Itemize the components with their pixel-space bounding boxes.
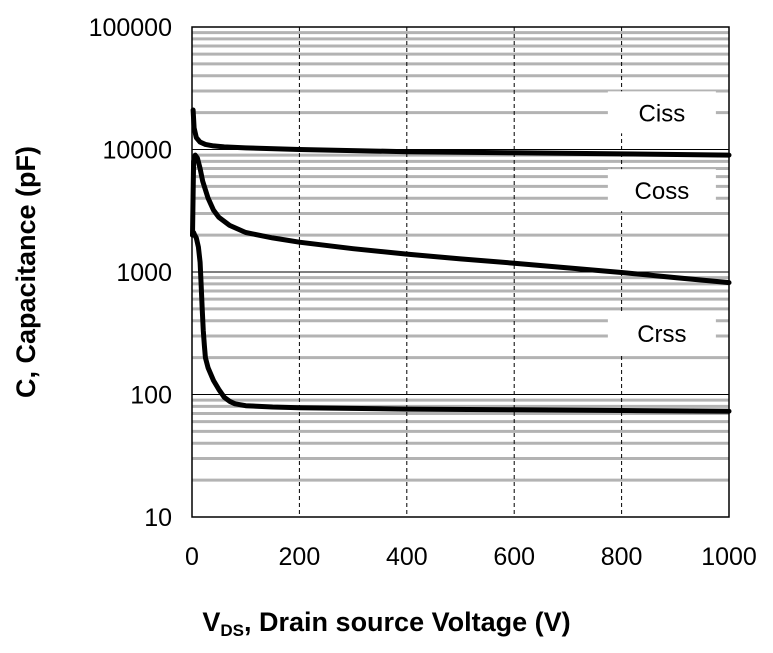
- plot-grid: [191, 26, 730, 518]
- y-tick-label: 100000: [89, 14, 172, 42]
- plot-frame: [191, 26, 730, 518]
- x-axis-title-main: V: [202, 606, 221, 637]
- series-line-coss: [190, 152, 732, 286]
- series-label-crss: Crss: [637, 321, 686, 348]
- x-axis-title-subscript: DS: [220, 620, 245, 640]
- x-tick-label: 800: [601, 543, 643, 571]
- x-axis-title: VDS, Drain source Voltage (V): [0, 607, 773, 641]
- y-tick-label: 100: [130, 382, 172, 410]
- x-tick-label: 1000: [701, 543, 757, 571]
- axis-ticks: 10 100 1000 10000 100000 0 200 400 600 800 1000: [89, 14, 757, 571]
- series-line-crss: [190, 230, 732, 414]
- x-tick-label: 400: [386, 543, 428, 571]
- series-label-coss: Coss: [635, 178, 690, 205]
- y-axis-title: C, Capacitance (pF): [11, 146, 41, 398]
- plot-annotations: Ciss Coss Crss: [607, 91, 716, 355]
- plot-series: [190, 107, 732, 414]
- y-tick-label: 10000: [102, 137, 172, 165]
- x-axis-title-rest: , Drain source Voltage (V): [244, 606, 571, 637]
- x-tick-label: 600: [493, 543, 535, 571]
- x-tick-label: 200: [279, 543, 321, 571]
- label-box-ciss: [607, 91, 716, 134]
- y-tick-label: 1000: [116, 259, 172, 287]
- label-box-crss: [607, 312, 716, 355]
- y-tick-label: 10: [144, 504, 172, 532]
- x-tick-label: 0: [185, 543, 199, 571]
- series-line-ciss: [190, 107, 732, 158]
- label-box-coss: [607, 169, 716, 212]
- series-label-ciss: Ciss: [639, 100, 686, 127]
